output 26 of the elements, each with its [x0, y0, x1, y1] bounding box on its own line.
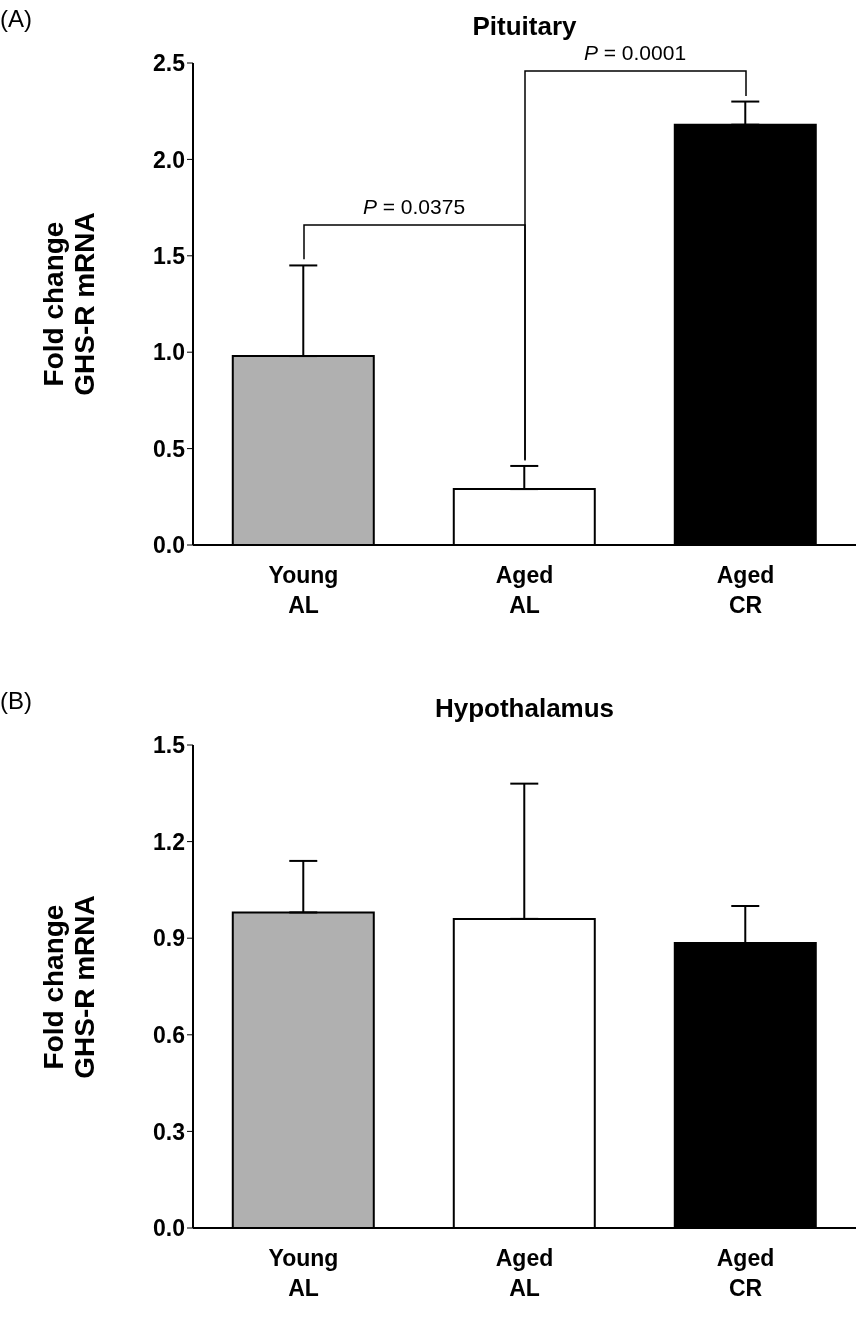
text: (A): [0, 5, 32, 33]
text: (B): [0, 687, 32, 715]
y-tick-label: 2.5: [153, 50, 186, 77]
chart-title: Hypothalamus: [433, 693, 616, 724]
y-tick-label: 0.0: [153, 1215, 185, 1242]
y-axis-title: Fold change GHS-R mRNA: [38, 211, 100, 398]
y-axis-title: Fold change GHS-R mRNA: [38, 893, 100, 1081]
x-tick-label: Aged CR: [716, 1245, 775, 1301]
annotation: P = 0.0375: [361, 195, 467, 220]
y-tick-label: 2.0: [153, 146, 185, 173]
y-tick-label: 1.0: [153, 339, 185, 366]
x-tick-label: Young AL: [268, 562, 339, 618]
x-tick-label: Aged AL: [495, 562, 554, 618]
y-tick-label: 0.0: [153, 532, 185, 559]
y-tick-label: 0.5: [153, 435, 186, 462]
annotation: P = 0.0001: [582, 40, 688, 65]
x-tick-label: Aged CR: [716, 562, 775, 618]
y-tick-label: 1.2: [153, 828, 185, 855]
chart-title: Pituitary: [471, 11, 578, 42]
x-tick-label: Aged AL: [495, 1245, 554, 1301]
y-tick-label: 0.3: [153, 1118, 185, 1145]
y-tick-label: 0.6: [153, 1021, 185, 1048]
x-tick-label: Young AL: [268, 1245, 339, 1301]
y-tick-label: 1.5: [153, 242, 186, 269]
y-tick-label: 1.5: [153, 732, 186, 759]
y-tick-label: 0.9: [153, 925, 185, 952]
